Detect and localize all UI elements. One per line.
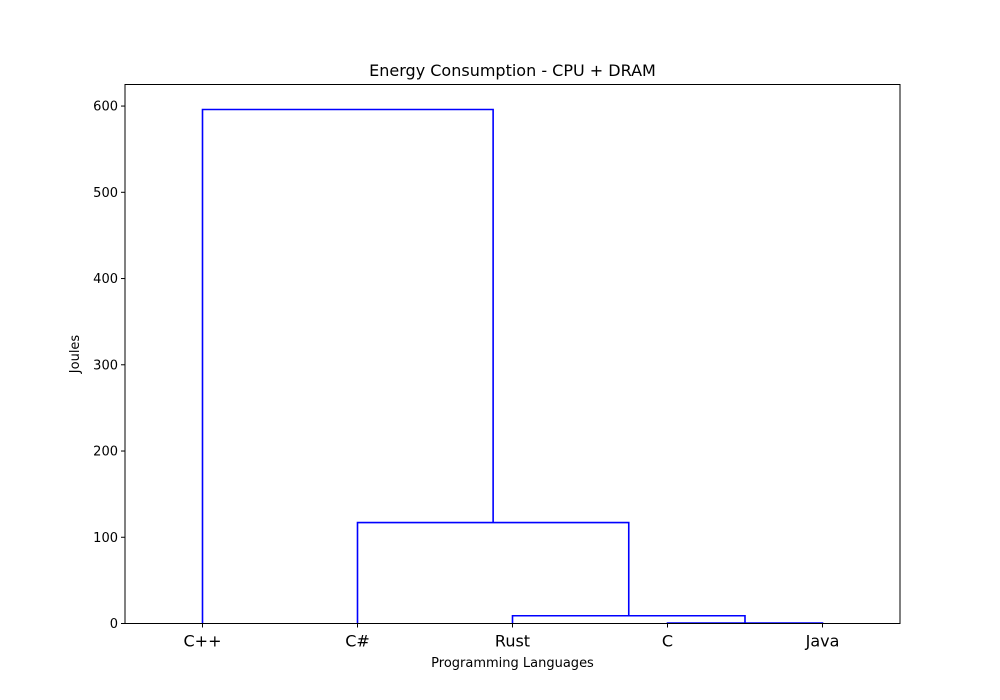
x-tick-label-4: Java xyxy=(805,632,840,651)
x-tick-label-0: C++ xyxy=(184,632,222,651)
dendrogram-link-3 xyxy=(201,108,494,624)
plot-area xyxy=(125,84,900,624)
x-axis-ticks: C++ C# Rust C Java xyxy=(184,623,840,651)
plot-frame xyxy=(124,84,901,624)
y-axis-ticks: 0 100 200 300 400 500 600 xyxy=(93,100,125,632)
x-tick-label-2: Rust xyxy=(495,632,530,651)
y-tick-label-200: 200 xyxy=(93,445,118,460)
y-axis-label: Joules xyxy=(68,335,83,375)
y-tick-label-400: 400 xyxy=(93,272,118,287)
x-tick-label-3: C xyxy=(662,632,673,651)
y-tick-label-600: 600 xyxy=(93,100,118,115)
y-tick-label-100: 100 xyxy=(93,531,118,546)
chart-title: Energy Consumption - CPU + DRAM xyxy=(369,61,656,80)
x-axis-label: Programming Languages xyxy=(431,656,594,671)
y-tick-label-300: 300 xyxy=(93,358,118,373)
y-tick-label-500: 500 xyxy=(93,186,118,201)
x-tick-label-1: C# xyxy=(345,632,370,651)
y-tick-label-0: 0 xyxy=(110,617,118,632)
